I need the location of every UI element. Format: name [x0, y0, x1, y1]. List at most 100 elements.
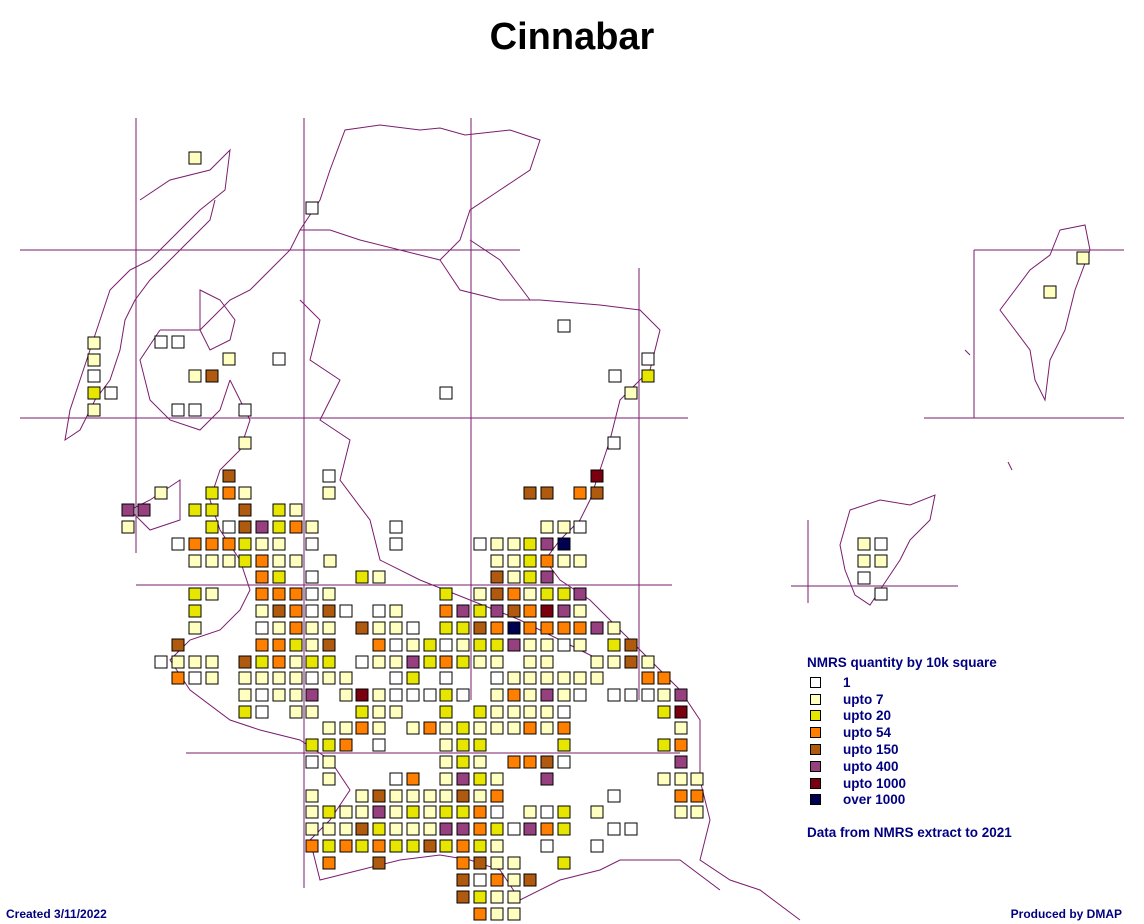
distribution-square — [523, 688, 537, 702]
distribution-square — [607, 655, 621, 669]
distribution-square — [490, 721, 504, 735]
distribution-square — [456, 805, 470, 819]
distribution-square — [439, 386, 453, 400]
distribution-square — [490, 604, 504, 618]
distribution-square — [372, 822, 386, 836]
map-legend: NMRS quantity by 10k square 1 upto 7 upto … — [807, 655, 1012, 840]
distribution-square — [490, 705, 504, 719]
distribution-square — [473, 738, 487, 752]
distribution-square — [557, 537, 571, 551]
distribution-square — [540, 537, 554, 551]
distribution-square — [238, 537, 252, 551]
distribution-square — [490, 907, 504, 921]
distribution-square — [389, 604, 403, 618]
distribution-square — [272, 671, 286, 685]
distribution-square — [573, 604, 587, 618]
distribution-square — [573, 554, 587, 568]
distribution-square — [590, 805, 604, 819]
distribution-square — [540, 755, 554, 769]
distribution-square — [490, 621, 504, 635]
distribution-square — [674, 755, 688, 769]
distribution-square — [406, 789, 420, 803]
distribution-square — [573, 520, 587, 534]
distribution-square — [272, 520, 286, 534]
legend-label: 1 — [843, 674, 851, 690]
grid-lines — [20, 118, 1124, 888]
distribution-square — [523, 537, 537, 551]
distribution-square — [423, 822, 437, 836]
legend-title: NMRS quantity by 10k square — [807, 655, 997, 670]
distribution-square — [456, 822, 470, 836]
distribution-square — [641, 655, 655, 669]
distribution-square — [255, 537, 269, 551]
distribution-square — [171, 655, 185, 669]
distribution-square — [289, 638, 303, 652]
distribution-square — [389, 789, 403, 803]
distribution-square — [439, 621, 453, 635]
distribution-square — [322, 822, 336, 836]
distribution-square — [507, 621, 521, 635]
distribution-square — [540, 721, 554, 735]
distribution-square — [305, 655, 319, 669]
distribution-square — [557, 805, 571, 819]
distribution-square — [389, 822, 403, 836]
distribution-square — [507, 570, 521, 584]
distribution-square — [507, 604, 521, 618]
distribution-square — [188, 403, 202, 417]
distribution-square — [507, 755, 521, 769]
distribution-square — [104, 386, 118, 400]
distribution-square — [322, 469, 336, 483]
distribution-square — [473, 705, 487, 719]
distribution-square — [188, 554, 202, 568]
distribution-square — [507, 907, 521, 921]
distribution-square — [355, 655, 369, 669]
distribution-square — [272, 655, 286, 669]
legend-items: 1 upto 7 upto 20 upto 54 upto 150 upto 400 upt… — [807, 674, 1012, 808]
distribution-square — [557, 755, 571, 769]
distribution-square — [389, 805, 403, 819]
distribution-square — [590, 655, 604, 669]
distribution-square — [439, 738, 453, 752]
distribution-square — [339, 805, 353, 819]
distribution-square — [590, 621, 604, 635]
distribution-square — [238, 486, 252, 500]
distribution-square — [456, 655, 470, 669]
legend-item: upto 20 — [807, 708, 1012, 725]
distribution-square — [205, 503, 219, 517]
distribution-square — [540, 570, 554, 584]
distribution-square — [507, 671, 521, 685]
distribution-square — [540, 655, 554, 669]
distribution-square — [289, 655, 303, 669]
distribution-square — [305, 520, 319, 534]
distribution-square — [874, 537, 888, 551]
distribution-square — [154, 655, 168, 669]
distribution-square — [355, 822, 369, 836]
distribution-square — [590, 469, 604, 483]
distribution-square — [305, 570, 319, 584]
distribution-square — [323, 554, 337, 568]
distribution-square — [188, 671, 202, 685]
distribution-square — [507, 822, 521, 836]
distribution-square — [557, 705, 571, 719]
distribution-square — [305, 201, 319, 215]
distribution-square — [322, 755, 336, 769]
distribution-square — [289, 520, 303, 534]
distribution-square — [473, 805, 487, 819]
distribution-square — [305, 805, 319, 819]
distribution-square — [255, 705, 269, 719]
distribution-square — [490, 671, 504, 685]
legend-label: upto 7 — [843, 691, 884, 707]
distribution-square — [456, 890, 470, 904]
distribution-square — [222, 520, 236, 534]
distribution-square — [322, 856, 336, 870]
distribution-square — [439, 772, 453, 786]
legend-swatch — [810, 744, 821, 756]
distribution-square — [473, 856, 487, 870]
distribution-square — [305, 587, 319, 601]
distribution-square — [255, 554, 269, 568]
legend-swatch — [810, 794, 821, 806]
distribution-square — [523, 638, 537, 652]
distribution-square — [473, 655, 487, 669]
distribution-square — [624, 638, 638, 652]
distribution-square — [456, 688, 470, 702]
